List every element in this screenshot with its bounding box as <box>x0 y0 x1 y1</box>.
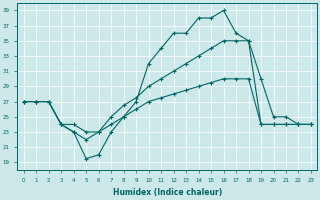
X-axis label: Humidex (Indice chaleur): Humidex (Indice chaleur) <box>113 188 222 197</box>
